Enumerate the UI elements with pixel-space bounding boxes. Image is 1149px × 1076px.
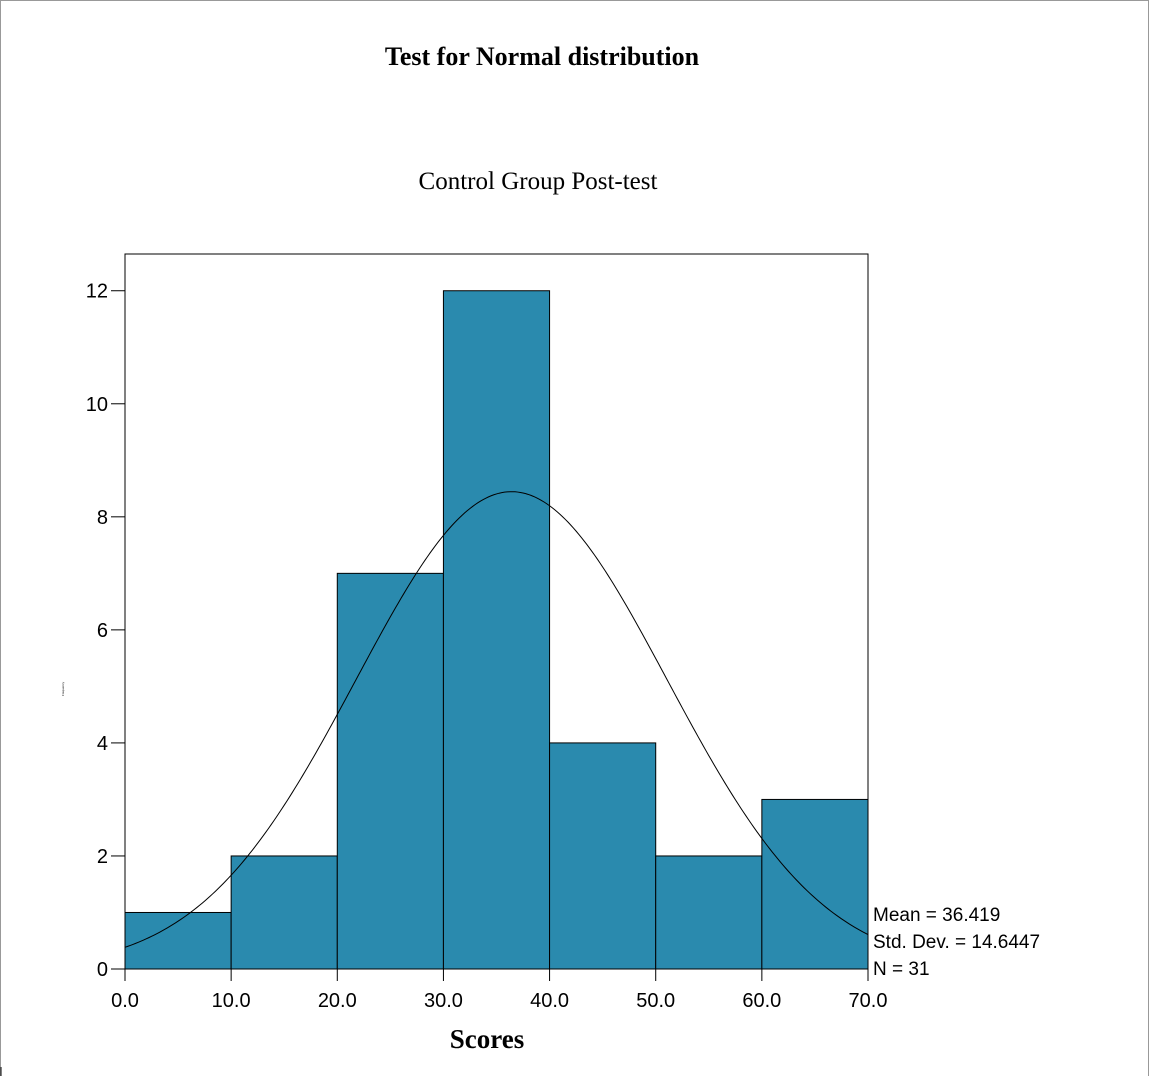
x-tick-label: 70.0 [849,990,888,1012]
normal-curve [124,491,869,948]
y-tick-label: 8 [97,507,108,529]
chart-subtitle: Control Group Post-test [419,168,658,195]
x-tick-label: 30.0 [424,990,463,1012]
y-tick-label: 2 [97,846,108,868]
plot-area-border [124,253,869,970]
histogram-bar-2 [336,572,444,970]
x-tick-label: 50.0 [636,990,675,1012]
histogram-bar-3 [442,290,551,970]
y-tick-label: 12 [86,281,108,303]
histogram-bar-1 [230,855,338,970]
stat-n: N = 31 [873,959,930,980]
histogram-bar-5 [655,855,763,970]
normal-curve-group [124,491,869,948]
bars-group [124,290,869,970]
x-axis-ticks: 0.0 10.0 20.0 30.0 40.0 50.0 60.0 70.0 [111,969,887,1012]
y-axis-label: Frequency [61,681,65,696]
y-axis-ticks: 0 2 4 6 8 10 12 [86,281,125,981]
x-tick-label: 60.0 [742,990,781,1012]
x-axis-label: Scores [450,1024,525,1054]
histogram-bar-6 [761,798,869,970]
x-tick-label: 20.0 [318,990,357,1012]
x-tick-label: 0.0 [111,990,139,1012]
y-tick-label: 10 [86,394,108,416]
y-tick-label: 0 [97,959,108,981]
chart-title: Test for Normal distribution [385,42,700,71]
x-tick-label: 40.0 [530,990,569,1012]
stat-std-dev: Std. Dev. = 14.6447 [873,932,1040,953]
stat-mean: Mean = 36.419 [873,905,1000,926]
histogram-bar-4 [549,742,657,970]
x-tick-label: 10.0 [212,990,251,1012]
y-tick-label: 6 [97,620,108,642]
y-tick-label: 4 [97,733,108,755]
